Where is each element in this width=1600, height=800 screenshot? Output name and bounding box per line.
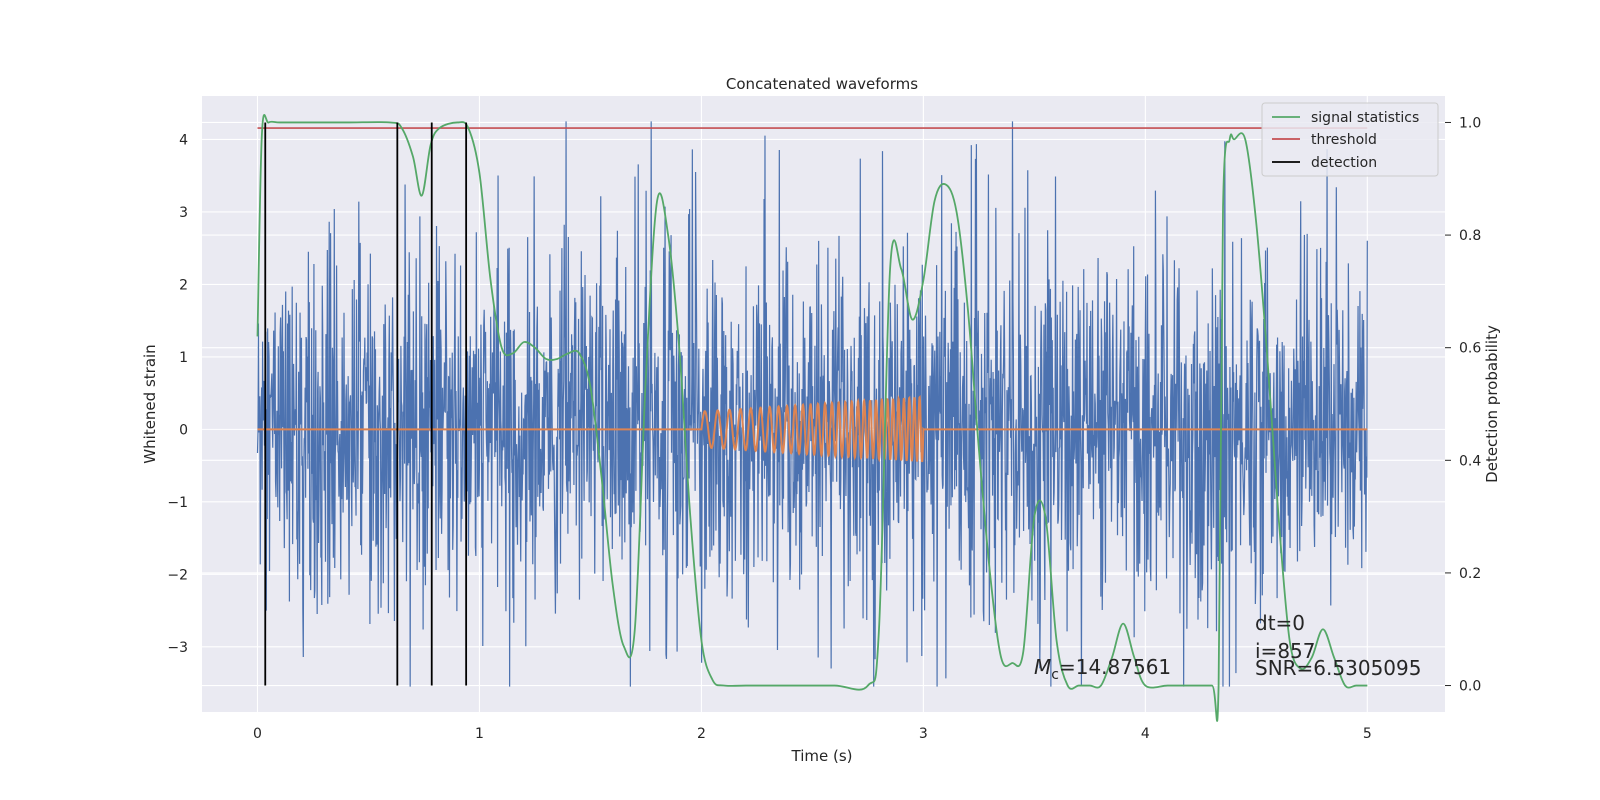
y-tick-label: 1 [179,350,188,366]
template-series [257,394,1368,463]
signal-statistics-series [256,114,1368,722]
x-tick-label: 3 [919,726,928,742]
strain-series [256,121,1368,687]
y2-tick-label: 0.2 [1459,566,1481,582]
y-tick-label: −1 [167,495,188,511]
y2-axis-label: Detection probability [1483,325,1501,483]
y2-tick-label: 0.8 [1459,228,1481,244]
template-layer [257,394,1368,463]
y-tick-label: −2 [167,567,188,583]
annotation-mc: Mc=14.87561 [1034,655,1171,683]
x-tick-label: 0 [253,726,262,742]
y-tick-label: 2 [179,277,188,293]
y2-tick-label: 1.0 [1459,115,1481,131]
plot-area [256,114,1368,722]
y-tick-label: 3 [179,205,188,221]
annotation-dt: dt=0 [1255,611,1305,635]
strain-layer [256,121,1368,687]
x-tick-label: 5 [1363,726,1372,742]
svg-text:Mc=14.87561: Mc=14.87561 [1034,655,1171,683]
x-tick-label: 4 [1141,726,1150,742]
y-tick-label: 0 [179,422,188,438]
ticks: 0 1 2 3 4 5 −3 −2 −1 0 1 2 3 4 0.0 0.2 0.4 0.6 0.8 1.0 [167,115,1481,742]
legend-label-detection: detection [1311,155,1377,171]
y2-tick-label: 0.0 [1459,679,1481,695]
legend-label-threshold: threshold [1311,132,1377,148]
annotation-snr: SNR=6.5305095 [1255,656,1421,680]
y2-tick-label: 0.6 [1459,341,1481,357]
x-axis-label: Time (s) [791,747,853,765]
legend-box [1261,102,1439,177]
chart-title: Concatenated waveforms [726,75,918,93]
y-tick-label: 4 [179,132,188,148]
legend: signal statistics threshold detection [1261,102,1439,177]
x-tick-label: 1 [475,726,484,742]
annotation-i: i=857 [1255,639,1316,663]
legend-label-signal-statistics: signal statistics [1311,110,1419,126]
x-tick-label: 2 [697,726,706,742]
stat-layer [256,114,1368,722]
y-tick-label: −3 [167,640,188,656]
y-axis-label: Whitened strain [141,344,159,463]
y2-tick-label: 0.4 [1459,453,1481,469]
